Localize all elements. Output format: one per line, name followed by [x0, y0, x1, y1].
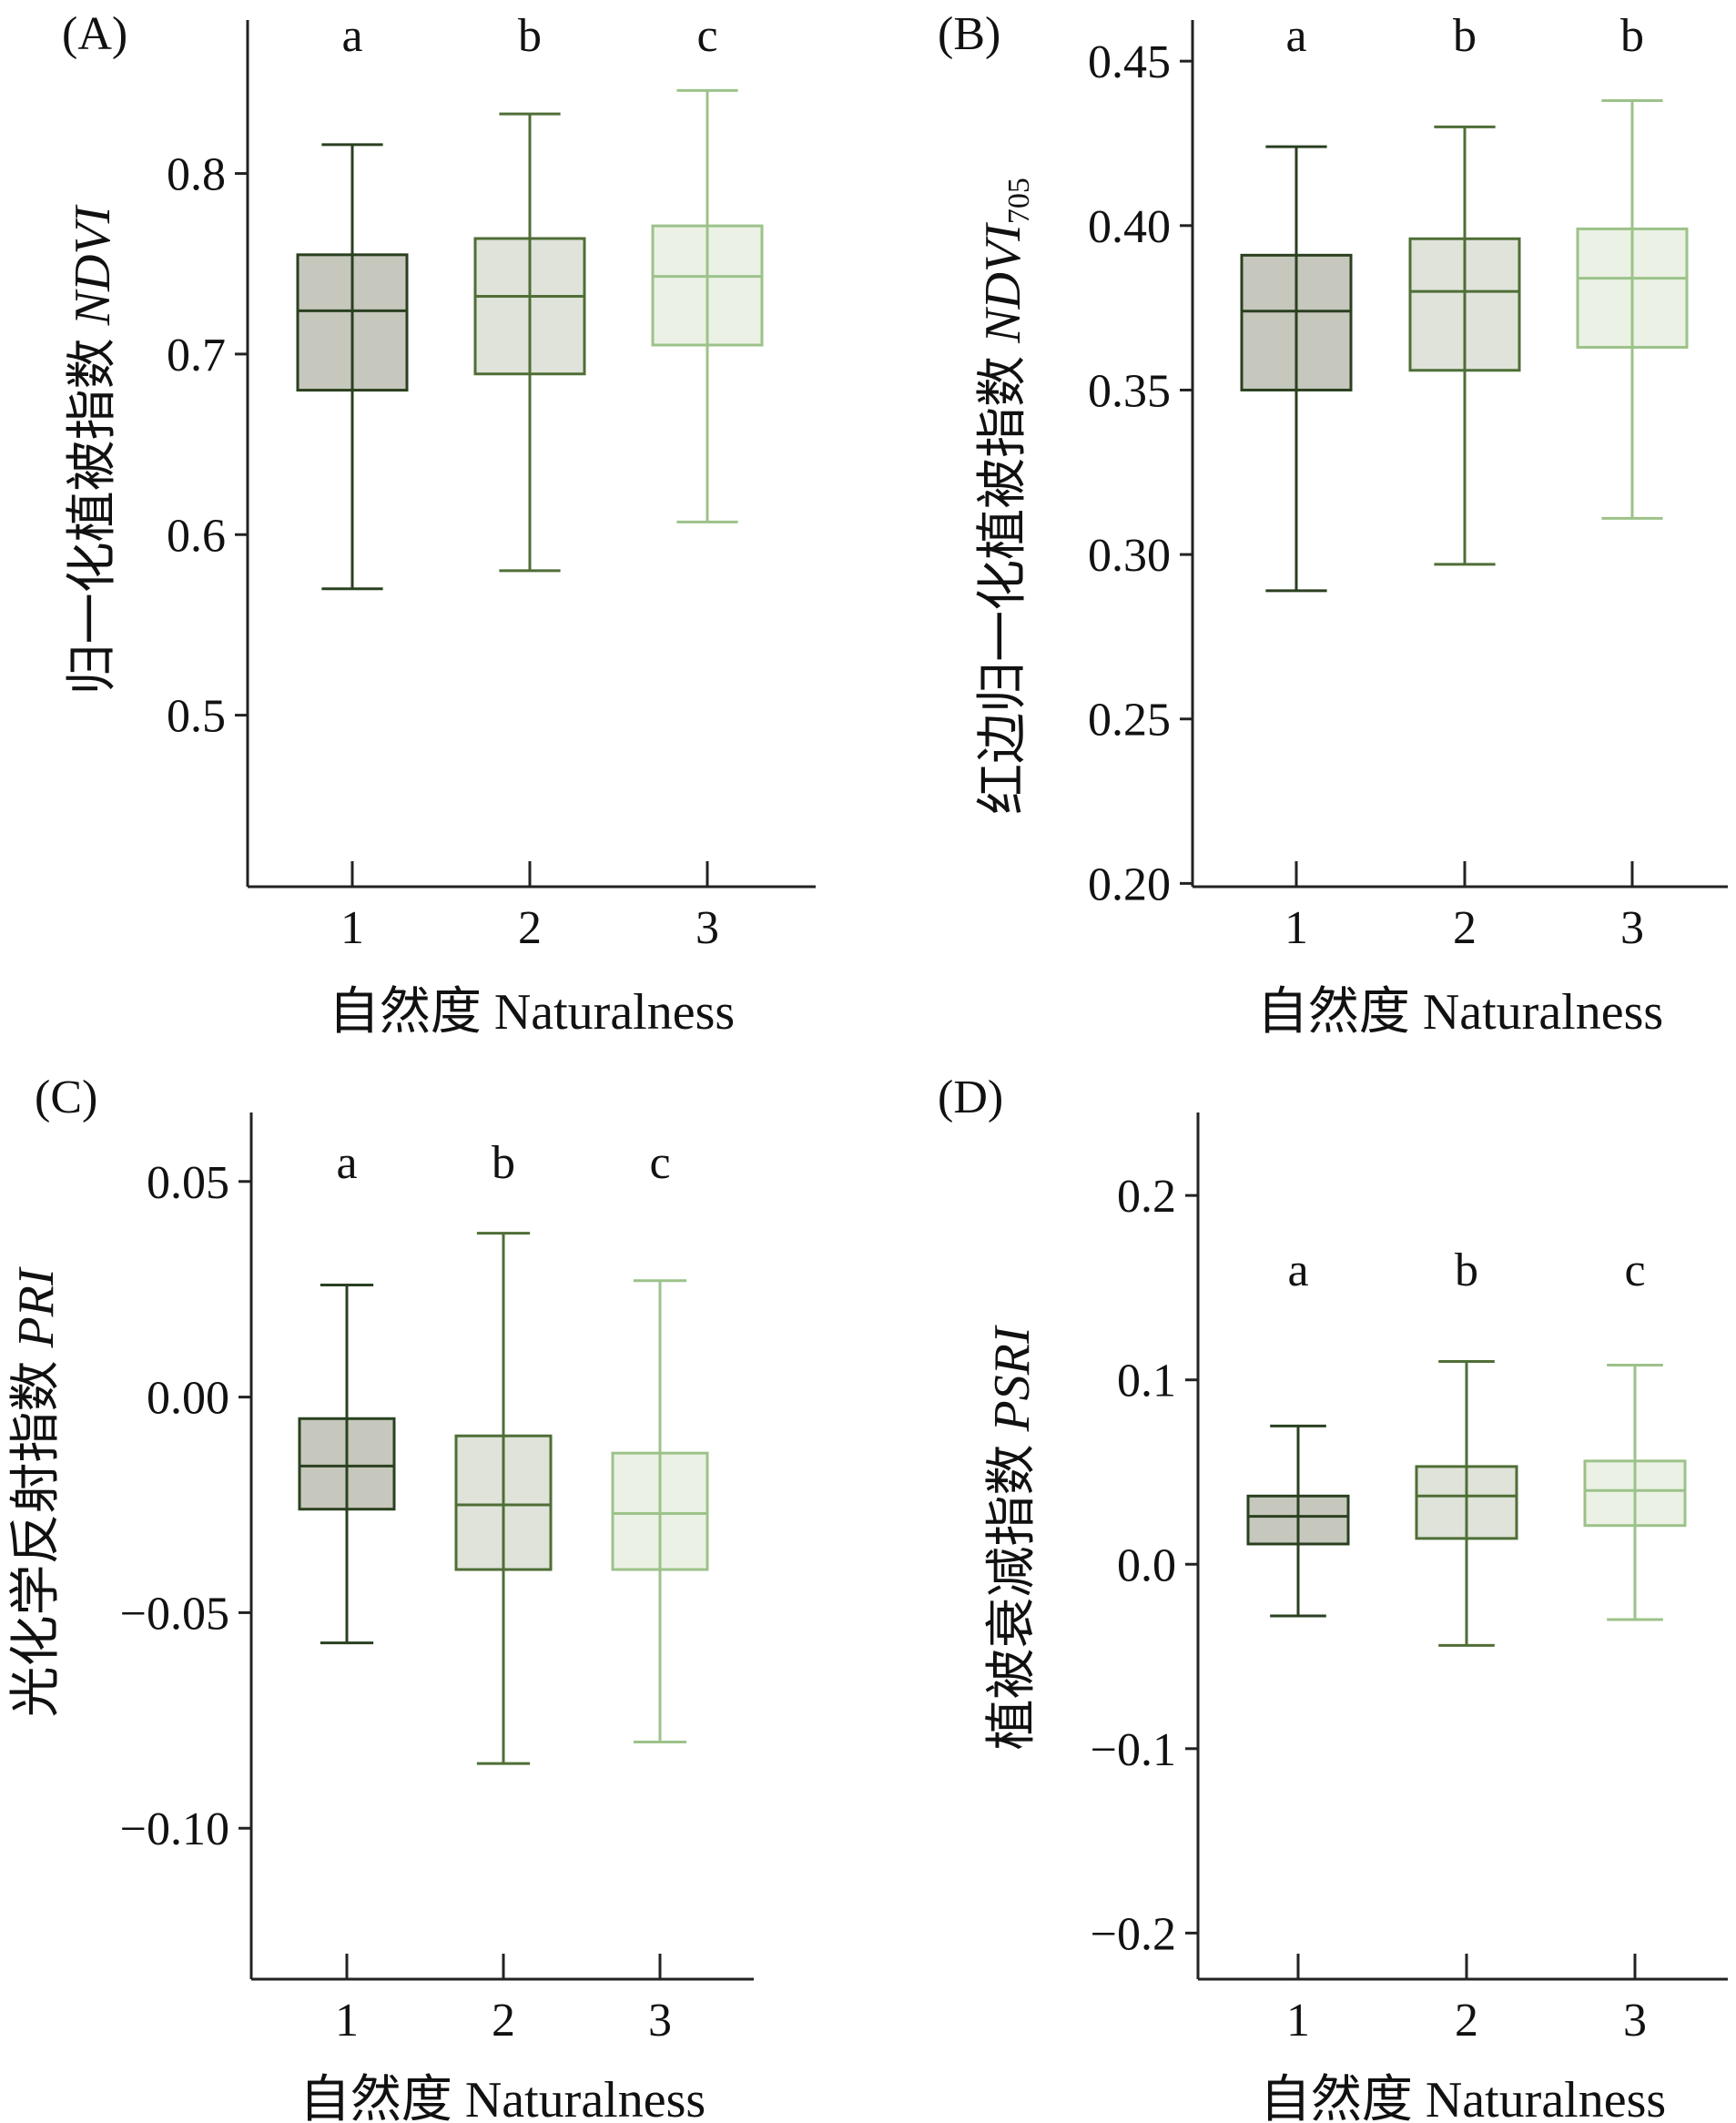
significance-letter: c: [1624, 1244, 1645, 1296]
y-tick-label: 0.2: [1117, 1171, 1176, 1223]
x-axis-label: 自然度 Naturalness: [1260, 2072, 1666, 2123]
x-tick-label: 2: [1455, 1995, 1478, 2047]
y-tick-label: 0.05: [147, 1157, 229, 1209]
significance-letter: b: [1620, 10, 1644, 62]
y-tick-label: 0.00: [147, 1373, 229, 1425]
significance-letter: b: [1455, 1244, 1478, 1296]
y-tick-label: −0.10: [120, 1803, 229, 1855]
significance-letter: a: [341, 10, 362, 62]
chart-panel-2: 0.20 0.25 0.30 0.35 0.40 0.45 1 2 3 a b b (B) 自然度 Nat…: [938, 8, 1728, 1041]
y-tick-label: −0.05: [120, 1588, 229, 1640]
y-tick-label: 0.7: [167, 330, 226, 381]
box-3: [1583, 1363, 1687, 1621]
y-axis-label: 红边归一化植被指数 NDVI705: [975, 178, 1036, 815]
box-2: [473, 112, 586, 573]
y-tick-label: 0.5: [167, 691, 226, 743]
box-3: [611, 1279, 709, 1744]
panel-label: (B): [938, 8, 1000, 60]
box-1: [1240, 145, 1353, 593]
significance-letter: b: [518, 10, 542, 62]
y-tick-label: 0.30: [1088, 530, 1171, 582]
y-tick-label: 0.8: [167, 149, 226, 201]
y-tick-label: 0.25: [1088, 695, 1171, 747]
y-axis-label: 归一化植被指数 NDVI: [65, 204, 121, 695]
significance-letter: a: [336, 1137, 357, 1189]
x-tick-label: 2: [1453, 902, 1477, 954]
chart-panel-3: 0.05 0.00 −0.05 −0.10 1 2 3 a b c (C) 自然度 Naturalne…: [8, 1072, 754, 2123]
y-axis-label: 光化学反射指数 PRI: [8, 1266, 65, 1717]
box-2: [1408, 125, 1521, 566]
x-tick-label: 2: [492, 1995, 515, 2047]
significance-letter: c: [696, 10, 717, 62]
x-axis-label: 自然度 Naturalness: [1257, 984, 1663, 1041]
significance-letter: b: [492, 1137, 515, 1189]
panel-label: (A): [62, 8, 127, 60]
y-tick-label: −0.2: [1091, 1908, 1176, 1960]
y-tick-label: 0.35: [1088, 365, 1171, 417]
x-axis-label: 自然度 Naturalness: [299, 2072, 706, 2123]
x-tick-label: 2: [518, 902, 542, 954]
x-tick-label: 3: [1623, 1995, 1647, 2047]
significance-letter: c: [649, 1137, 670, 1189]
y-tick-label: −0.1: [1091, 1724, 1176, 1776]
box-1: [1246, 1424, 1350, 1618]
x-tick-label: 1: [340, 902, 364, 954]
significance-letter: a: [1287, 1244, 1308, 1296]
x-tick-label: 1: [1286, 1995, 1310, 2047]
y-tick-label: 0.1: [1117, 1356, 1176, 1407]
x-tick-label: 3: [695, 902, 719, 954]
chart-panel-1: 0.5 0.6 0.7 0.8 1 2 3 a b c (A) 自然度 Naturalness 归一化植…: [62, 8, 816, 1041]
y-tick-label: 0.20: [1088, 858, 1171, 910]
box-3: [651, 88, 764, 523]
y-axis-label: 植被衰减指数 PSRI: [984, 1325, 1041, 1750]
chart-panel-4: 0.2 0.1 0.0 −0.1 −0.2 1 2 3 a b c (D) 自然度 Naturalnes…: [938, 1072, 1728, 2123]
x-tick-label: 1: [335, 1995, 359, 2047]
x-axis-label: 自然度 Naturalness: [329, 984, 735, 1041]
significance-letter: b: [1453, 10, 1477, 62]
y-tick-label: 0.40: [1088, 201, 1171, 253]
x-tick-label: 1: [1284, 902, 1308, 954]
box-3: [1576, 99, 1689, 520]
y-tick-label: 0.45: [1088, 36, 1171, 88]
box-1: [298, 1283, 396, 1645]
x-tick-label: 3: [1620, 902, 1644, 954]
panel-label: (D): [938, 1072, 1003, 1123]
y-tick-label: 0.6: [167, 510, 226, 562]
x-tick-label: 3: [648, 1995, 672, 2047]
box-1: [296, 143, 409, 591]
box-2: [1415, 1359, 1518, 1647]
y-tick-label: 0.0: [1117, 1539, 1176, 1591]
significance-letter: a: [1285, 10, 1306, 62]
panel-label: (C): [35, 1072, 97, 1123]
box-2: [454, 1232, 553, 1765]
